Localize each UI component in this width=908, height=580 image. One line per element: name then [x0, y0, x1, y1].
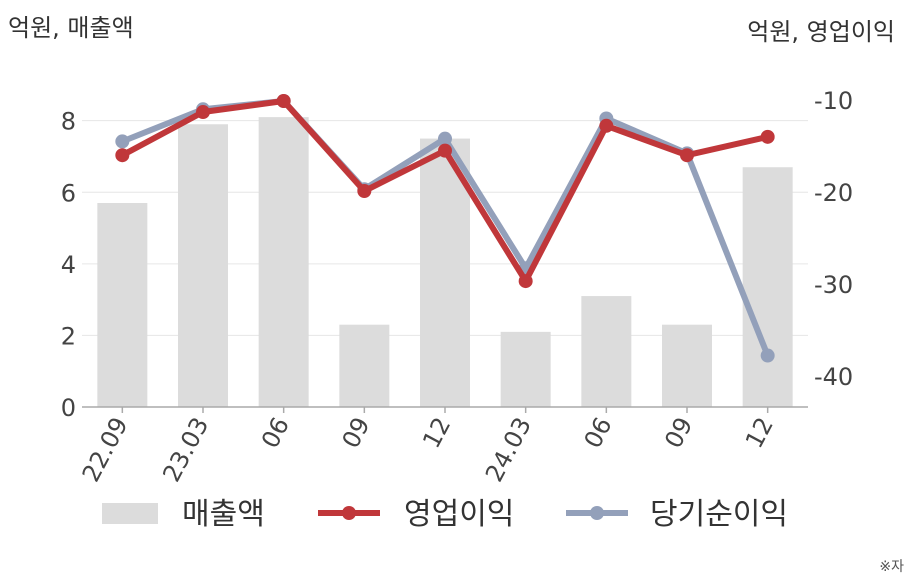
series-point [276, 94, 291, 108]
series-point [680, 148, 694, 163]
x-tick-label: 09 [337, 413, 376, 453]
x-tick-label: 06 [256, 413, 295, 453]
series-point [115, 134, 130, 149]
line-series [115, 94, 775, 363]
bar [178, 124, 228, 408]
x-tick-label: 23.03 [157, 413, 214, 487]
x-tick-label: 09 [659, 413, 698, 453]
legend: 매출액 영업이익 당기순이익 [102, 497, 788, 532]
series-point [115, 148, 130, 163]
legend-label-net: 당기순이익 [650, 497, 788, 532]
left-axis-unit: 억원, 매출액 [8, 14, 134, 42]
bar [581, 296, 632, 407]
y-right-tick-label: -20 [814, 179, 853, 207]
bar [339, 324, 390, 407]
series-point [196, 105, 210, 120]
footnote: ※자 [879, 559, 904, 575]
series-point [518, 274, 533, 289]
bar [420, 138, 470, 407]
legend-marker-net [590, 506, 604, 520]
x-tick-label: 24.03 [480, 413, 537, 487]
legend-label-operating: 영업이익 [404, 497, 514, 532]
legend-swatch-revenue [102, 503, 158, 524]
gridlines: 0 2 4 6 8 -10 -20 -30 -40 [61, 87, 853, 422]
legend-label-revenue: 매출액 [182, 497, 265, 532]
axes: 22.09 23.03 06 09 12 24.03 06 09 12 [77, 406, 808, 487]
bar [97, 203, 148, 407]
y-left-tick-label: 4 [61, 251, 76, 279]
x-tick-label: 12 [417, 413, 456, 453]
series-point [438, 143, 452, 158]
bar [258, 117, 309, 408]
y-left-tick-label: 0 [61, 394, 76, 422]
bar [662, 324, 712, 407]
y-right-tick-label: -30 [814, 271, 853, 299]
x-tick-label: 22.09 [77, 413, 134, 487]
series-point [760, 129, 775, 144]
y-left-tick-label: 8 [61, 108, 76, 136]
series-point [357, 184, 372, 199]
y-right-tick-label: -10 [814, 87, 853, 115]
bar-series-revenue [97, 117, 793, 408]
x-tick-label: 06 [579, 413, 618, 453]
bar [500, 331, 551, 407]
legend-marker-operating [342, 506, 356, 520]
y-left-tick-label: 2 [61, 322, 76, 350]
bar [742, 167, 793, 407]
y-left-tick-label: 6 [61, 179, 76, 207]
y-right-tick-label: -40 [814, 363, 853, 391]
series-point [438, 131, 452, 146]
right-axis-unit: 억원, 영업이익 [747, 18, 895, 46]
series-point [760, 348, 775, 363]
x-tick-label: 12 [740, 413, 779, 453]
series-point [599, 118, 614, 133]
